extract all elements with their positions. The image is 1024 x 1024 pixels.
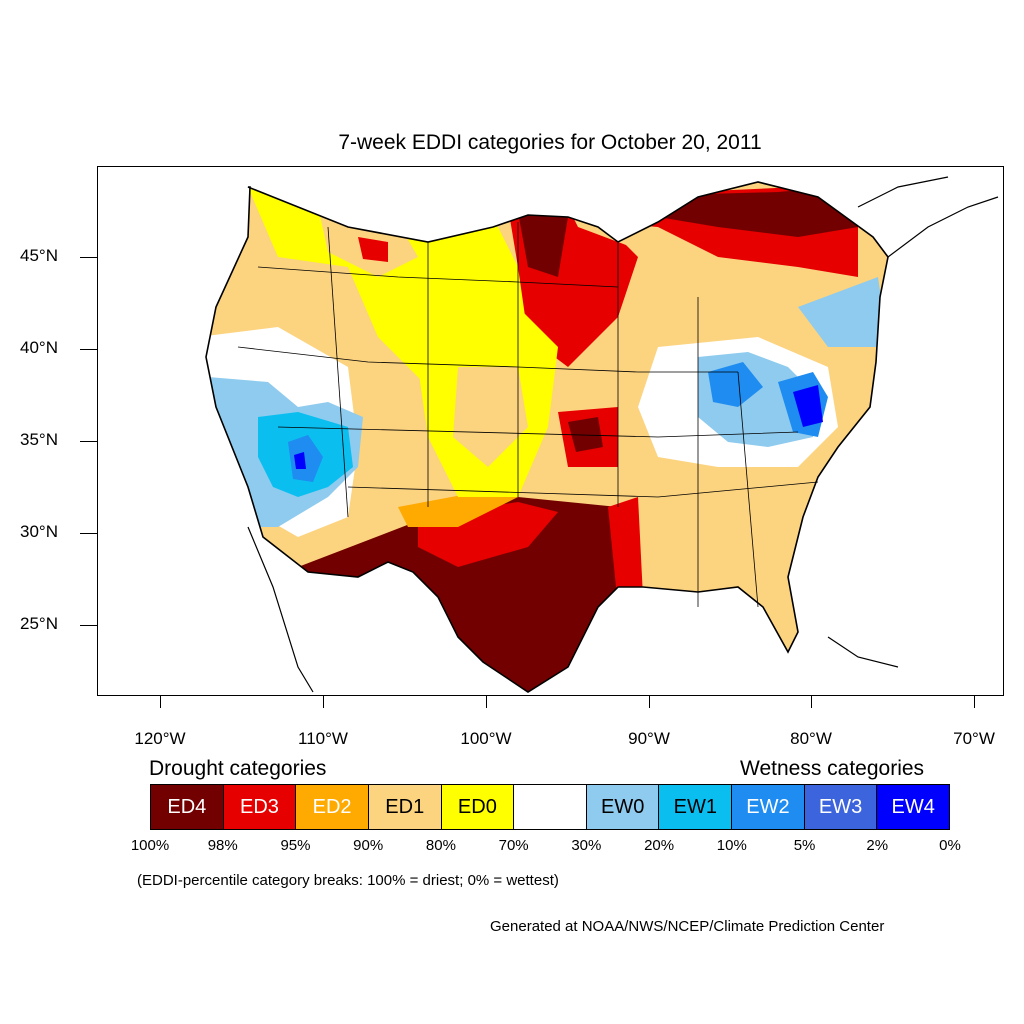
legend-break-label: 98% <box>207 837 238 854</box>
legend-break-label: 90% <box>353 837 384 854</box>
lon-label-110w: 110°W <box>298 729 348 748</box>
category-breaks-note: (EDDI-percentile category breaks: 100% =… <box>137 872 559 889</box>
category-legend: ED4 ED3 ED2 ED1 ED0 EW0 EW1 EW2 EW3 EW4 <box>150 784 950 830</box>
lat-label-40n: 40°N <box>20 338 58 357</box>
lon-tick <box>160 696 161 708</box>
eddi-map <box>97 166 1004 696</box>
lon-label-70w: 70°W <box>953 729 995 748</box>
lat-tick <box>80 533 97 534</box>
state-boundaries <box>237 222 819 608</box>
legend-break-label: 30% <box>571 837 602 854</box>
legend-box-ew3: EW3 <box>804 785 878 829</box>
lon-tick <box>323 696 324 708</box>
lat-label-35n: 35°N <box>20 430 58 449</box>
lon-label-80w: 80°W <box>790 729 832 748</box>
legend-break-label: 95% <box>280 837 311 854</box>
legend-box-ew2: EW2 <box>732 785 805 829</box>
legend-break-label: 20% <box>644 837 675 854</box>
lat-tick <box>80 257 97 258</box>
wetness-categories-heading: Wetness categories <box>740 757 925 780</box>
legend-break-label: 100% <box>130 837 170 854</box>
legend-break-label: 80% <box>425 837 456 854</box>
lat-label-25n: 25°N <box>20 614 58 633</box>
legend-box-ew0: EW0 <box>586 785 660 829</box>
legend-break-label: 2% <box>866 837 889 854</box>
legend-box-ed0: ED0 <box>441 785 515 829</box>
lon-tick <box>486 696 487 708</box>
legend-box-ew1: EW1 <box>659 785 733 829</box>
eddi-map-canvas <box>205 176 999 693</box>
lat-tick <box>80 441 97 442</box>
lon-label-90w: 90°W <box>628 729 670 748</box>
legend-box-ed2: ED2 <box>296 785 369 829</box>
legend-box-normal <box>514 785 587 829</box>
lon-label-120w: 120°W <box>134 729 186 748</box>
lat-tick <box>80 625 97 626</box>
credit-line: Generated at NOAA/NWS/NCEP/Climate Predi… <box>490 918 885 935</box>
legend-box-ew4: EW4 <box>877 785 950 829</box>
coastline-and-borders <box>205 176 999 693</box>
drought-categories-heading: Drought categories <box>149 757 327 780</box>
legend-break-label: 5% <box>793 837 816 854</box>
legend-break-label: 10% <box>716 837 747 854</box>
legend-box-ed1: ED1 <box>368 785 442 829</box>
lat-tick <box>80 349 97 350</box>
legend-break-label: 70% <box>498 837 529 854</box>
legend-box-ed4: ED4 <box>151 785 224 829</box>
lon-tick <box>974 696 975 708</box>
lat-label-30n: 30°N <box>20 522 58 541</box>
eddi-category-fields <box>206 182 888 692</box>
lon-tick <box>649 696 650 708</box>
legend-break-label: 0% <box>939 837 961 854</box>
lon-label-100w: 100°W <box>460 729 512 748</box>
lat-label-45n: 45°N <box>20 246 58 265</box>
legend-box-ed3: ED3 <box>223 785 297 829</box>
lon-tick <box>811 696 812 708</box>
map-title: 7-week EDDI categories for October 20, 2… <box>338 131 762 154</box>
